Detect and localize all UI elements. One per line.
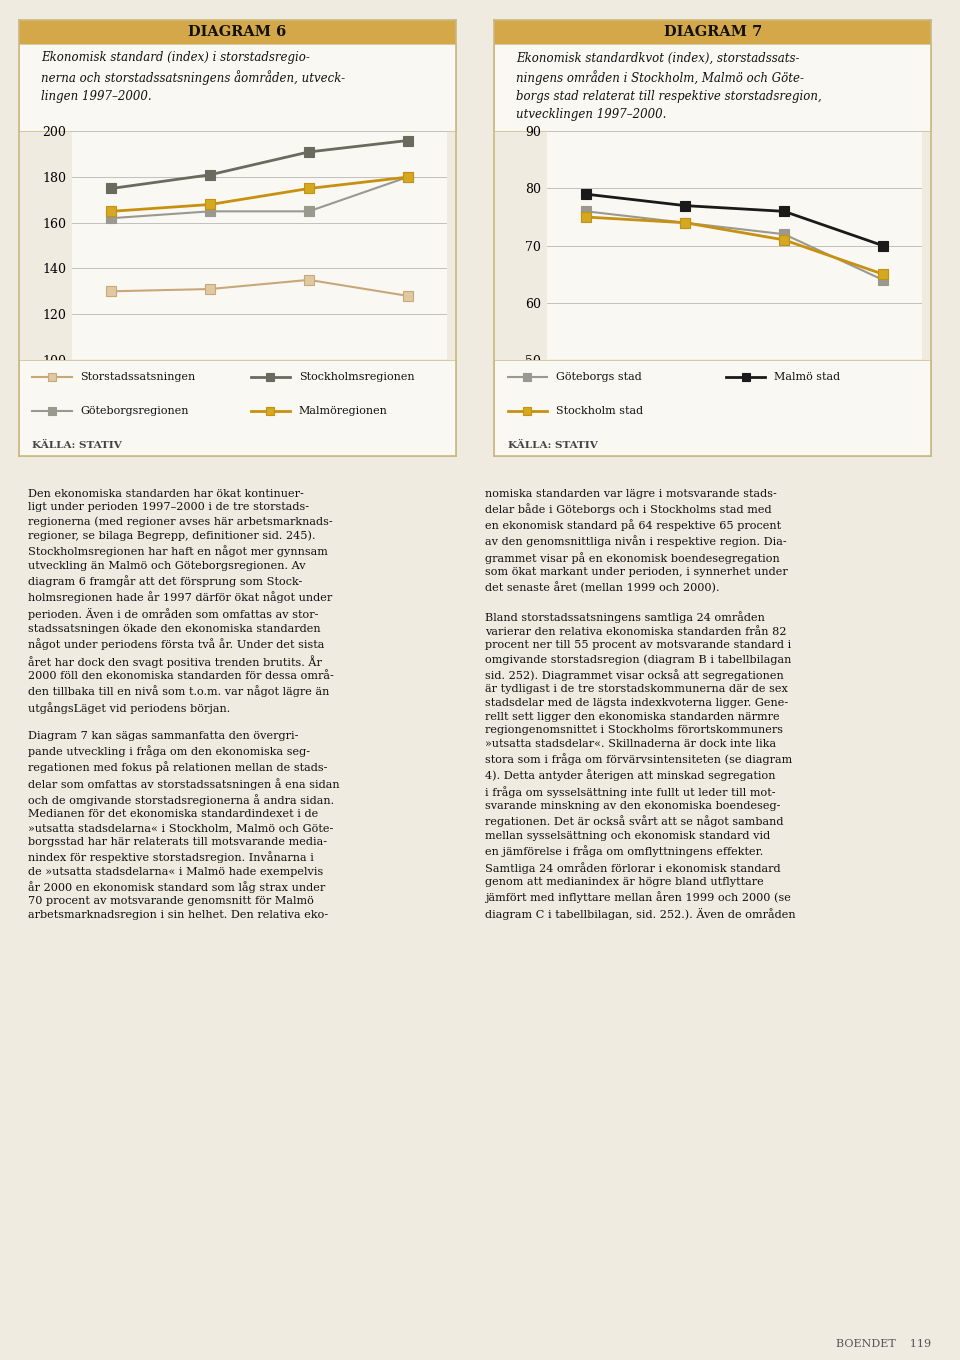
Text: KÄLLA: STATIV: KÄLLA: STATIV xyxy=(33,441,122,450)
Text: Stockholm stad: Stockholm stad xyxy=(556,405,642,416)
Text: Storstadssatsningen: Storstadssatsningen xyxy=(81,373,196,382)
Text: Göteborgsregionen: Göteborgsregionen xyxy=(81,405,189,416)
Text: BOENDET    119: BOENDET 119 xyxy=(836,1340,931,1349)
Text: DIAGRAM 7: DIAGRAM 7 xyxy=(663,26,762,39)
Text: Ekonomisk standard (index) i storstadsregio-
nerna och storstadssatsningens åomr: Ekonomisk standard (index) i storstadsre… xyxy=(41,52,346,103)
Text: Göteborgs stad: Göteborgs stad xyxy=(556,373,641,382)
Text: Den ekonomiska standarden har ökat kontinuer-
ligt under perioden 1997–2000 i de: Den ekonomiska standarden har ökat konti… xyxy=(29,488,340,919)
Text: Ekonomisk standardkvot (index), storstadssats-
ningens områden i Stockholm, Malm: Ekonomisk standardkvot (index), storstad… xyxy=(516,52,822,121)
Text: KÄLLA: STATIV: KÄLLA: STATIV xyxy=(508,441,597,450)
Text: nomiska standarden var lägre i motsvarande stads-
delar både i Göteborgs och i S: nomiska standarden var lägre i motsvaran… xyxy=(485,488,795,919)
Text: Stockholmsregionen: Stockholmsregionen xyxy=(299,373,415,382)
Text: DIAGRAM 6: DIAGRAM 6 xyxy=(188,26,287,39)
Text: Malmö stad: Malmö stad xyxy=(774,373,840,382)
Text: Malmöregionen: Malmöregionen xyxy=(299,405,388,416)
